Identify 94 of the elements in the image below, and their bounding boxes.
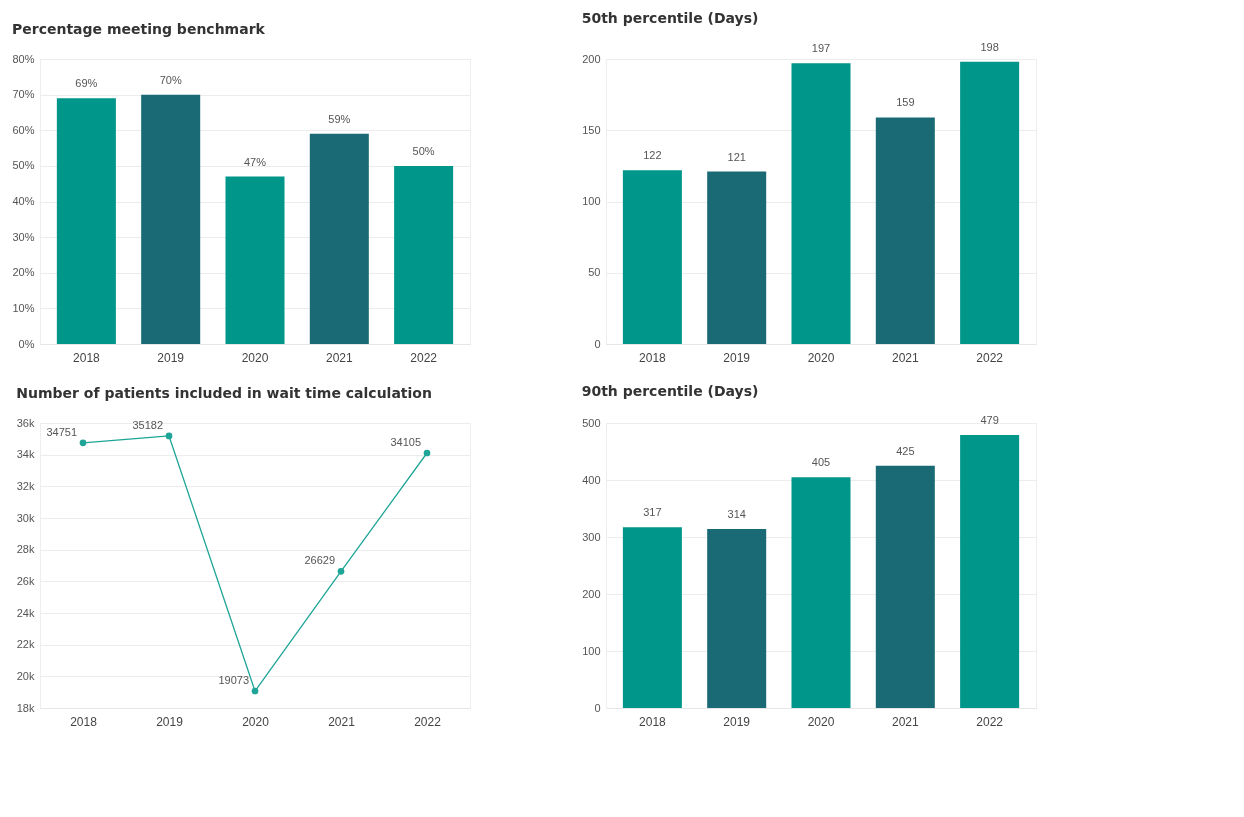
y-tick-label: 20k <box>16 669 35 682</box>
data-label: 425 <box>896 444 915 457</box>
bar <box>707 529 767 708</box>
y-tick-label: 20% <box>12 266 35 279</box>
bar <box>875 117 935 344</box>
data-label: 50% <box>412 144 435 157</box>
point <box>79 439 87 447</box>
chart-title: 50th percentile (Days) <box>581 9 759 26</box>
y-tick-label: 60% <box>12 123 35 136</box>
point <box>165 432 173 440</box>
x-tick-label: 2021 <box>891 350 919 365</box>
x-tick-label: 2021 <box>891 714 919 729</box>
data-label: 198 <box>980 40 999 53</box>
y-tick-label: 200 <box>582 52 601 65</box>
y-tick-label: 28k <box>16 543 35 556</box>
data-label: 159 <box>896 96 915 109</box>
data-label: 35182 <box>132 418 163 431</box>
bar <box>707 171 767 344</box>
x-tick-label: 2019 <box>723 350 751 365</box>
y-tick-label: 100 <box>582 195 601 207</box>
x-tick-label: 2018 <box>70 714 98 729</box>
point <box>423 449 431 457</box>
bar <box>622 170 682 344</box>
y-tick-label: 18k <box>16 701 35 714</box>
data-label: 47% <box>243 155 267 168</box>
x-tick-label: 2019 <box>157 350 185 365</box>
bar <box>791 477 851 708</box>
x-tick-label: 2020 <box>807 350 835 365</box>
x-tick-label: 2021 <box>325 350 353 365</box>
data-label: 405 <box>811 456 831 469</box>
bar <box>960 61 1020 344</box>
y-tick-label: 30k <box>16 511 35 524</box>
y-tick-label: 0% <box>18 337 35 350</box>
data-label: 314 <box>727 508 746 521</box>
bar <box>225 176 285 344</box>
y-tick-label: 150 <box>582 123 601 136</box>
bar <box>875 465 935 708</box>
data-label: 121 <box>727 150 746 163</box>
point <box>251 687 259 695</box>
y-tick-label: 500 <box>582 416 601 429</box>
data-label: 69% <box>75 77 98 90</box>
chart-title: Percentage meeting benchmark <box>11 21 266 37</box>
y-tick-label: 24k <box>16 606 35 619</box>
y-tick-label: 26k <box>16 574 35 587</box>
x-tick-label: 2018 <box>73 350 101 365</box>
y-tick-label: 0 <box>594 337 601 350</box>
x-tick-label: 2022 <box>976 350 1004 365</box>
data-label: 34751 <box>46 425 77 438</box>
y-tick-label: 50% <box>12 159 35 172</box>
data-label: 70% <box>159 73 182 86</box>
x-tick-label: 2022 <box>410 350 438 365</box>
bar <box>309 133 369 344</box>
y-tick-label: 36k <box>16 416 35 429</box>
x-tick-label: 2020 <box>241 350 269 365</box>
bar <box>394 165 454 344</box>
x-tick-label: 2018 <box>639 350 667 365</box>
data-label: 122 <box>643 149 662 162</box>
y-tick-label: 0 <box>594 701 601 714</box>
bar <box>791 63 851 344</box>
y-tick-label: 32k <box>16 479 35 492</box>
bar <box>56 98 116 344</box>
x-tick-label: 2022 <box>976 714 1004 729</box>
y-tick-label: 300 <box>582 530 601 543</box>
y-tick-label: 22k <box>16 638 35 651</box>
y-tick-label: 40% <box>12 195 35 207</box>
y-tick-label: 70% <box>12 88 35 101</box>
y-tick-label: 50 <box>588 266 601 279</box>
x-tick-label: 2020 <box>807 714 835 729</box>
y-tick-label: 10% <box>12 301 35 314</box>
x-tick-label: 2021 <box>328 714 356 729</box>
chart-title: Number of patients included in wait time calculation <box>16 385 432 401</box>
data-label: 34105 <box>390 436 421 448</box>
x-tick-label: 2019 <box>156 714 184 729</box>
data-label: 19073 <box>218 674 249 687</box>
data-label: 197 <box>811 42 831 55</box>
data-label: 317 <box>643 506 662 519</box>
chart-title: 90th percentile (Days) <box>581 382 759 399</box>
y-tick-label: 80% <box>12 52 35 65</box>
y-tick-label: 400 <box>582 473 601 486</box>
bar <box>622 527 682 708</box>
x-tick-label: 2022 <box>414 714 442 729</box>
data-label: 479 <box>980 413 999 426</box>
y-tick-label: 100 <box>582 644 601 657</box>
point <box>337 568 345 575</box>
y-tick-label: 200 <box>582 587 601 600</box>
x-tick-label: 2018 <box>639 714 667 729</box>
y-tick-label: 34k <box>16 448 35 461</box>
bar <box>141 94 201 344</box>
x-tick-label: 2019 <box>723 714 751 729</box>
data-label: 59% <box>328 112 351 125</box>
y-tick-label: 30% <box>12 230 35 243</box>
data-label: 26629 <box>304 554 335 567</box>
bar <box>960 434 1020 708</box>
x-tick-label: 2020 <box>242 714 270 729</box>
